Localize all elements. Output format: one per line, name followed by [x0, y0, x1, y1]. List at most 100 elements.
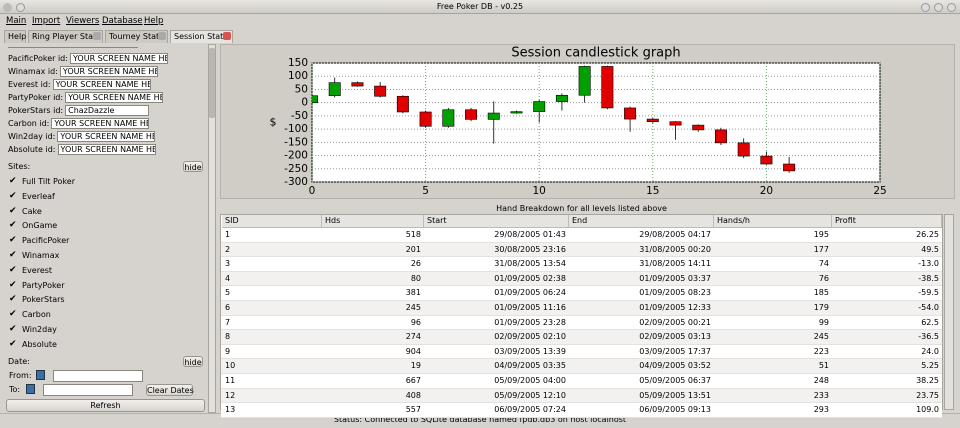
- table-cell: 4: [225, 273, 231, 283]
- candle-body: [442, 109, 455, 127]
- table-cell: 06/09/2005 09:13: [639, 405, 711, 415]
- minimize-button[interactable]: [921, 3, 930, 12]
- table-row[interactable]: [221, 315, 942, 331]
- candle-body: [624, 107, 637, 120]
- table-row[interactable]: [221, 257, 942, 272]
- site-id-input[interactable]: YOUR SCREEN NAME HE: [65, 92, 164, 103]
- site-checkbox[interactable]: ✔: [9, 324, 17, 334]
- table-row[interactable]: [221, 228, 942, 243]
- table-cell: 74: [818, 259, 829, 269]
- tab[interactable]: Help: [4, 30, 26, 43]
- site-id-input[interactable]: YOUR SCREEN NAME HE: [51, 118, 150, 129]
- site-id-input[interactable]: ChazDazzle: [65, 105, 150, 116]
- site-checkbox[interactable]: ✔: [9, 205, 17, 216]
- site-checkbox[interactable]: ✔: [9, 190, 17, 201]
- site-checkbox[interactable]: ✔: [9, 250, 17, 260]
- clear-dates-button[interactable]: Clear Dates: [146, 384, 194, 396]
- site-name: Cake: [22, 206, 42, 216]
- title-bar: [0, 0, 960, 14]
- table-row[interactable]: [221, 344, 942, 360]
- candlestick-chart: Session candlestick graph $ -300-250-200 -1…: [270, 46, 887, 198]
- y-tick-label: 0: [301, 97, 308, 109]
- tab[interactable]: Tourney Stats: [105, 30, 168, 43]
- table-cell: 01/09/2005 06:24: [494, 288, 566, 298]
- site-id-input[interactable]: YOUR SCREEN NAME HE: [69, 53, 168, 64]
- table-row[interactable]: [221, 330, 942, 345]
- menu-item[interactable]: Main: [6, 16, 27, 26]
- menu-item[interactable]: Help: [144, 16, 164, 26]
- column-header[interactable]: Hds: [322, 215, 424, 228]
- table-cell: 6: [225, 303, 231, 312]
- site-checkbox[interactable]: ✔: [9, 338, 17, 349]
- site-checkbox[interactable]: ✔: [9, 294, 17, 305]
- calendar-button[interactable]: [26, 384, 35, 394]
- table-row[interactable]: [221, 271, 942, 287]
- window-icon[interactable]: [3, 3, 12, 12]
- table-row[interactable]: [221, 403, 942, 418]
- site-id-label: Carbon id:: [8, 119, 50, 128]
- column-header[interactable]: Profit: [832, 215, 942, 228]
- table-row[interactable]: [221, 242, 942, 258]
- y-tick-label: 100: [288, 70, 308, 82]
- column-header[interactable]: Start: [424, 215, 569, 228]
- filter-scrollbar[interactable]: [208, 44, 216, 413]
- site-name: Full Tilt Poker: [22, 177, 75, 186]
- column-header[interactable]: Hands/h: [714, 215, 832, 228]
- site-name: Win2day: [22, 325, 57, 334]
- menu-item[interactable]: Viewers: [66, 16, 100, 26]
- table-cell: 05/09/2005 12:10: [494, 390, 566, 400]
- table-cell: 11: [225, 376, 236, 385]
- table-row[interactable]: [221, 359, 942, 374]
- close-button[interactable]: [947, 3, 956, 12]
- candle-body: [487, 112, 500, 120]
- tab-close[interactable]: [158, 32, 166, 40]
- table-cell: 248: [813, 376, 829, 385]
- site-checkbox[interactable]: ✔: [9, 279, 17, 290]
- table-cell: 2: [225, 244, 231, 254]
- hide-sites-button[interactable]: hide: [183, 161, 203, 172]
- candle-body: [714, 129, 727, 144]
- table-cell: 99: [818, 317, 829, 327]
- table-scrollbar[interactable]: [944, 214, 954, 410]
- table-row[interactable]: [221, 388, 942, 404]
- maximize-button[interactable]: [934, 3, 943, 12]
- column-header[interactable]: SID: [222, 215, 322, 228]
- hide-date-button[interactable]: hide: [183, 356, 203, 367]
- site-checkbox[interactable]: ✔: [9, 220, 17, 231]
- calendar-button[interactable]: [36, 370, 45, 380]
- tab[interactable]: Session Stats: [170, 30, 233, 43]
- table-cell: 408: [405, 390, 421, 400]
- y-tick-label: -200: [284, 150, 308, 162]
- table-row[interactable]: [221, 301, 942, 316]
- site-id-input[interactable]: YOUR SCREEN NAME HE: [59, 66, 158, 77]
- menu-item[interactable]: Import: [32, 16, 61, 26]
- table-row[interactable]: [221, 286, 942, 301]
- column-header[interactable]: End: [569, 215, 714, 228]
- site-checkbox[interactable]: ✔: [9, 309, 17, 320]
- site-id-label: Win2day id:: [8, 132, 56, 141]
- table-cell: -36.5: [918, 332, 939, 342]
- table-cell: 13: [225, 405, 236, 415]
- tab[interactable]: Ring Player Stats: [28, 30, 103, 43]
- site-checkbox[interactable]: ✔: [9, 176, 17, 186]
- site-id-label: Winamax id:: [8, 67, 58, 76]
- site-id-input[interactable]: YOUR SCREEN NAME HE: [52, 79, 151, 90]
- scrollbar-thumb[interactable]: [209, 48, 215, 118]
- candle-body: [783, 163, 796, 172]
- tab-close[interactable]: [93, 32, 101, 40]
- refresh-button[interactable]: Refresh: [6, 399, 205, 412]
- candle-body: [555, 94, 568, 102]
- table-row[interactable]: [221, 374, 942, 389]
- site-id-input[interactable]: YOUR SCREEN NAME HE: [57, 131, 156, 142]
- tab-close[interactable]: [223, 32, 231, 40]
- to-input[interactable]: [43, 384, 133, 396]
- table-cell: 01/09/2005 11:16: [494, 303, 566, 312]
- site-id-input[interactable]: YOUR SCREEN NAME HE: [57, 144, 156, 155]
- site-checkbox[interactable]: ✔: [9, 235, 17, 246]
- from-input[interactable]: [53, 370, 143, 382]
- site-name: PartyPoker: [22, 280, 65, 290]
- site-checkbox[interactable]: ✔: [9, 264, 17, 275]
- menu-item[interactable]: Database: [102, 16, 143, 26]
- window-menu-button[interactable]: [16, 3, 25, 12]
